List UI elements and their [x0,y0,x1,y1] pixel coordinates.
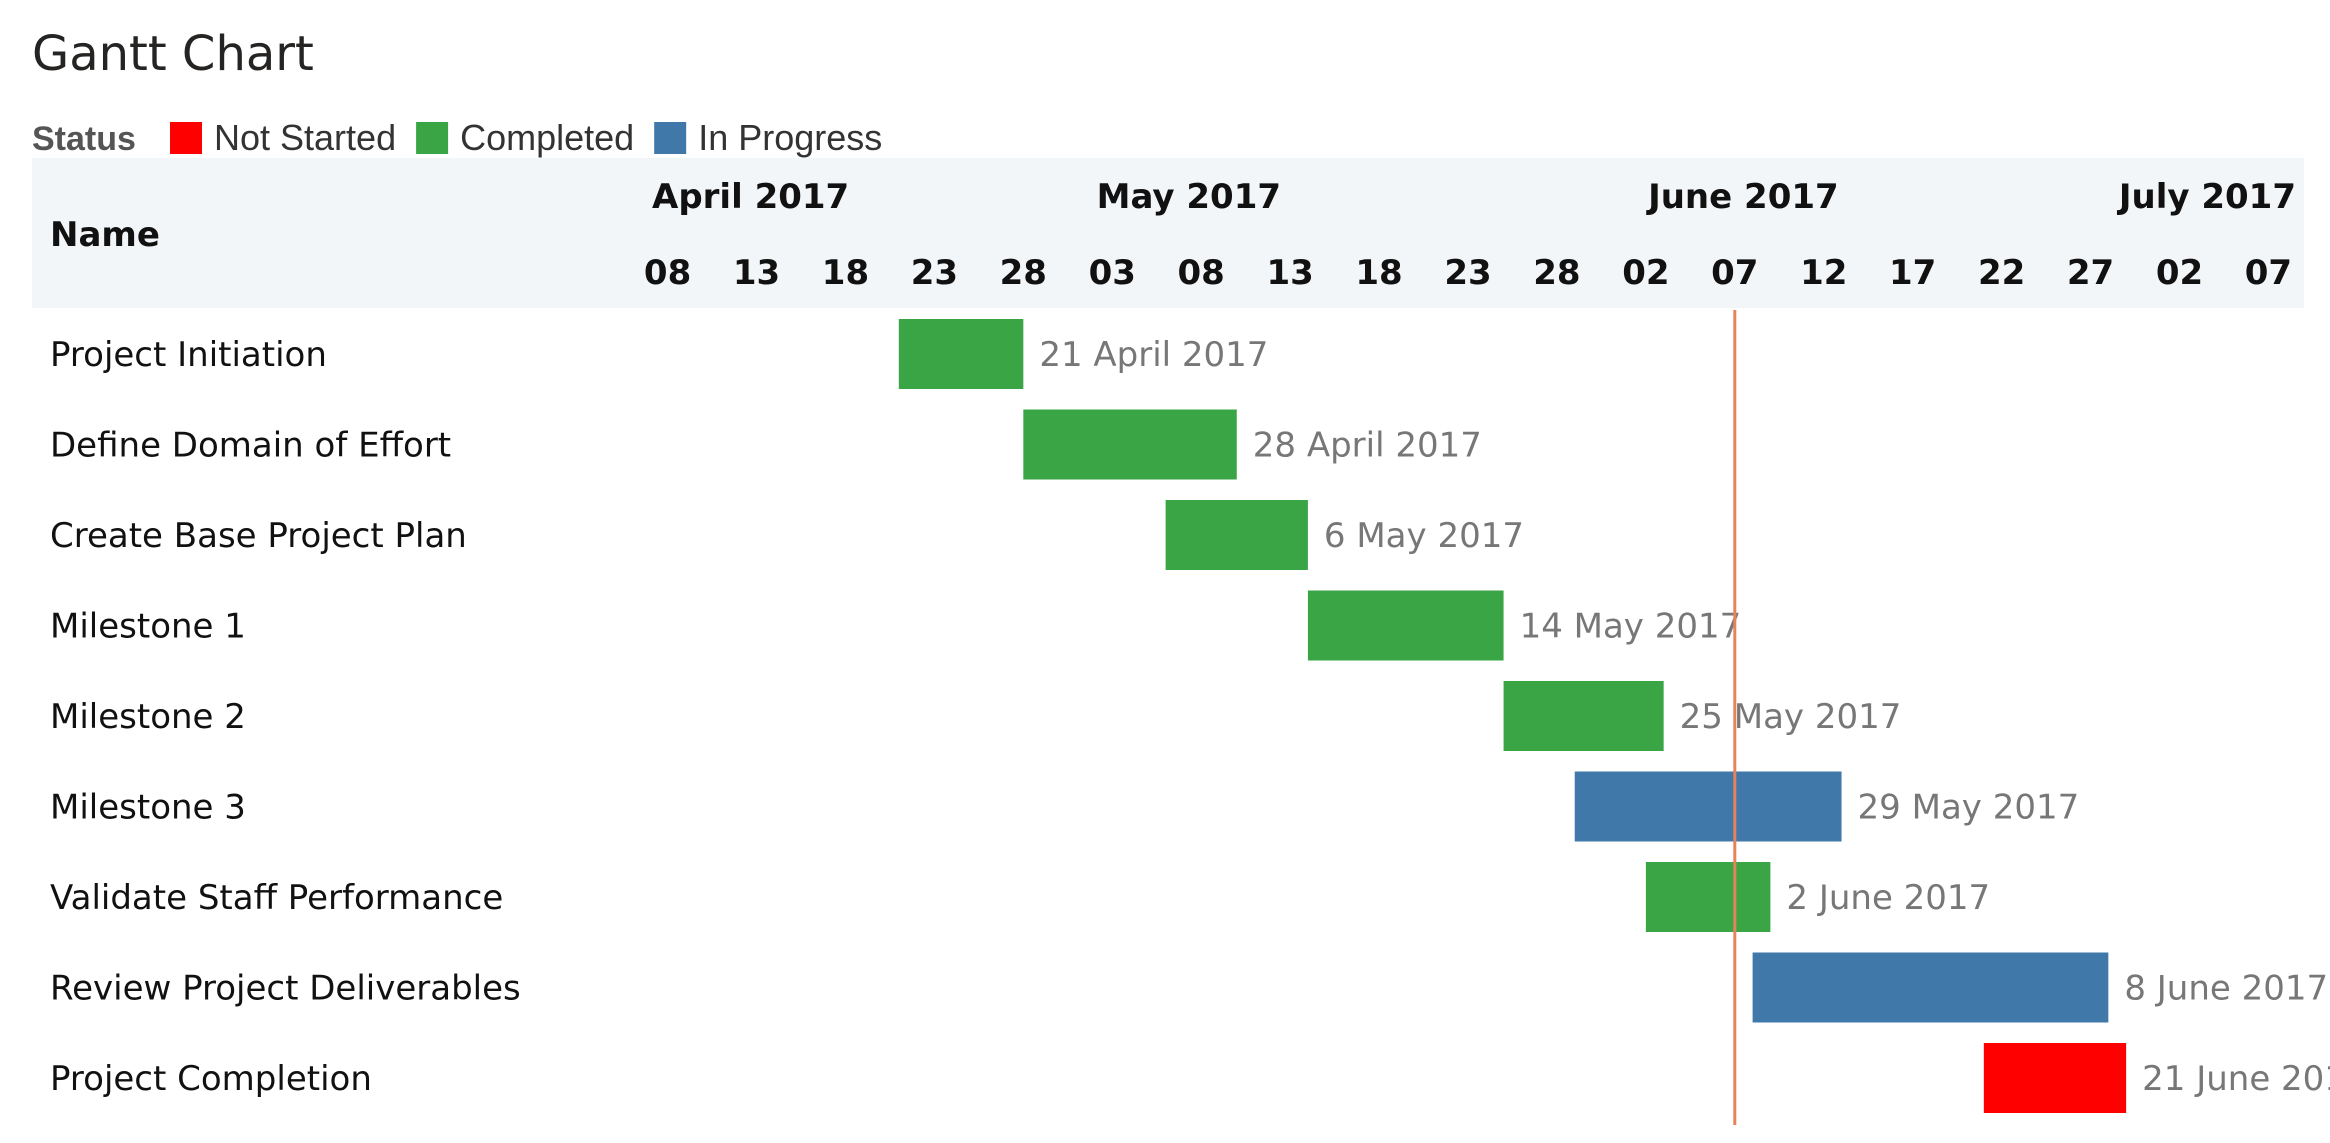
task-name: Review Project Deliverables [50,969,521,1009]
task-date-label: 21 April 2017 [1039,335,1268,375]
tick-label: 07 [2245,253,2292,293]
tick-label: 03 [1089,253,1136,293]
task-bar[interactable] [1023,409,1237,480]
legend-title: Status [32,120,136,158]
task-name: Milestone 1 [50,607,246,647]
tick-label: 17 [1889,253,1936,293]
legend: Status Not Started Completed In Progress [32,117,882,158]
name-column-header: Name [50,215,160,255]
task-row: Project Initiation 21 April 2017 [50,319,1268,389]
task-name: Project Completion [50,1059,372,1099]
task-row: Review Project Deliverables 8 June 2017 [50,952,2328,1023]
task-bar[interactable] [1165,500,1308,570]
task-date-label: 28 April 2017 [1253,426,1482,466]
task-bar[interactable] [1574,771,1842,842]
task-name: Validate Staff Performance [50,878,503,918]
tick-label: 23 [911,253,958,293]
tick-label: 07 [1711,253,1758,293]
tick-label: 12 [1800,253,1847,293]
task-bar[interactable] [1645,862,1771,932]
month-label: June 2017 [1646,177,1839,217]
legend-swatch [654,122,687,154]
task-name: Milestone 3 [50,788,246,828]
task-bar[interactable] [1307,590,1504,661]
header-background [32,158,2304,308]
task-row: Create Base Project Plan 6 May 2017 [50,500,1524,570]
tick-label: 18 [822,253,869,293]
task-name: Create Base Project Plan [50,516,467,556]
task-date-label: 8 June 2017 [2124,969,2328,1009]
task-row: Project Completion 21 June 2017 [50,1043,2330,1113]
task-name: Milestone 2 [50,697,246,737]
tick-label: 18 [1355,253,1402,293]
task-row: Milestone 1 14 May 2017 [50,590,1742,661]
legend-item-label: Completed [460,117,634,158]
tick-label: 28 [1000,253,1047,293]
task-name: Project Initiation [50,335,327,375]
task-row: Define Domain of Effort 28 April 2017 [50,409,1482,480]
tick-label: 27 [2067,253,2114,293]
month-label: May 2017 [1097,177,1281,217]
tick-label: 02 [2156,253,2203,293]
task-date-label: 6 May 2017 [1324,516,1524,556]
legend-swatch [416,122,449,154]
task-date-label: 2 June 2017 [1786,878,1990,918]
task-name: Define Domain of Effort [50,426,451,466]
task-date-label: 14 May 2017 [1520,607,1742,647]
tick-label: 23 [1444,253,1491,293]
legend-item-label: In Progress [698,117,882,158]
task-bar[interactable] [1503,681,1664,751]
task-date-label: 21 June 2017 [2142,1059,2330,1099]
tick-label: 08 [1178,253,1225,293]
month-label: April 2017 [652,177,849,217]
task-row: Milestone 2 25 May 2017 [50,681,1901,751]
task-bar[interactable] [898,319,1024,389]
tick-label: 22 [1978,253,2025,293]
legend-item-label: Not Started [214,117,396,158]
task-bar[interactable] [1752,952,2109,1023]
task-row: Validate Staff Performance 2 June 2017 [50,862,1990,932]
tick-label: 13 [733,253,780,293]
task-date-label: 29 May 2017 [1858,788,2080,828]
task-rows: Project Initiation 21 April 2017 Define Do… [50,319,2330,1113]
month-label: July 2017 [2117,177,2296,217]
chart-title: Gantt Chart [32,26,314,82]
tick-label: 02 [1622,253,1669,293]
task-date-label: 25 May 2017 [1680,697,1902,737]
legend-swatch [170,122,202,154]
task-bar[interactable] [1983,1043,2127,1113]
tick-label: 28 [1533,253,1580,293]
timeline-header: Name April 2017 May 2017 June 2017 July 201… [32,158,2304,308]
tick-label: 08 [644,253,691,293]
tick-label: 13 [1266,253,1313,293]
task-row: Milestone 3 29 May 2017 [50,771,2080,842]
